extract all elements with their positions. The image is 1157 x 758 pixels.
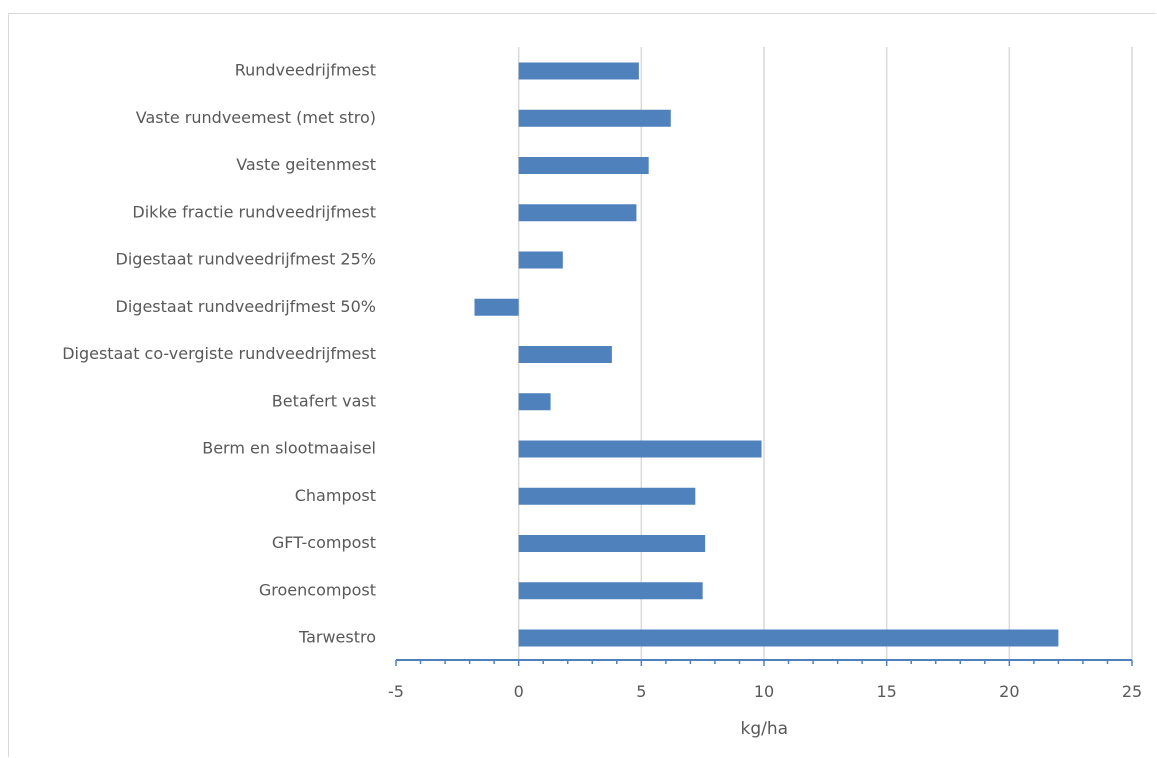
bar-11 <box>518 582 703 600</box>
x-axis <box>395 659 1133 666</box>
bar-0 <box>518 62 639 80</box>
x-tick-label: 20 <box>999 682 1019 701</box>
category-label: Berm en slootmaaisel <box>202 439 376 458</box>
x-tick-label: 5 <box>636 682 646 701</box>
x-axis-title: kg/ha <box>741 719 789 739</box>
bar-3 <box>518 204 637 222</box>
x-tick-label: 15 <box>876 682 896 701</box>
x-tick-label: 0 <box>514 682 524 701</box>
bar-9 <box>518 487 696 505</box>
chart-frame <box>8 13 1156 757</box>
bar-6 <box>518 346 612 363</box>
category-label: Betafert vast <box>272 391 376 410</box>
x-tick-labels: -5 0 5 10 15 20 25 <box>388 682 1142 701</box>
category-label: Dikke fractie rundveedrijfmest <box>132 202 376 221</box>
category-label: Vaste geitenmest <box>236 155 376 174</box>
category-label: GFT-compost <box>272 533 376 552</box>
bar-2 <box>518 157 649 174</box>
x-tick-label: 25 <box>1122 682 1142 701</box>
category-label: Digestaat co-vergiste rundveedrijfmest <box>62 344 376 363</box>
bar-12 <box>518 629 1059 647</box>
category-label: Tarwestro <box>298 628 376 647</box>
bar-4 <box>518 251 563 269</box>
bar-8 <box>518 440 762 458</box>
bar-7 <box>518 393 551 411</box>
category-labels: Rundveedrijfmest Vaste rundveemest (met s… <box>62 61 376 647</box>
x-tick-label: 10 <box>754 682 774 701</box>
category-label: Digestaat rundveedrijfmest 50% <box>116 297 376 316</box>
bar-5 <box>474 298 519 316</box>
category-label: Champost <box>295 486 376 505</box>
category-label: Groencompost <box>259 580 376 599</box>
bar-1 <box>518 109 671 127</box>
bars <box>474 62 1059 647</box>
bar-10 <box>518 535 706 552</box>
category-label: Vaste rundveemest (met stro) <box>136 108 376 127</box>
x-tick-label: -5 <box>388 682 404 701</box>
category-label: Rundveedrijfmest <box>235 61 376 80</box>
category-label: Digestaat rundveedrijfmest 25% <box>116 250 376 269</box>
